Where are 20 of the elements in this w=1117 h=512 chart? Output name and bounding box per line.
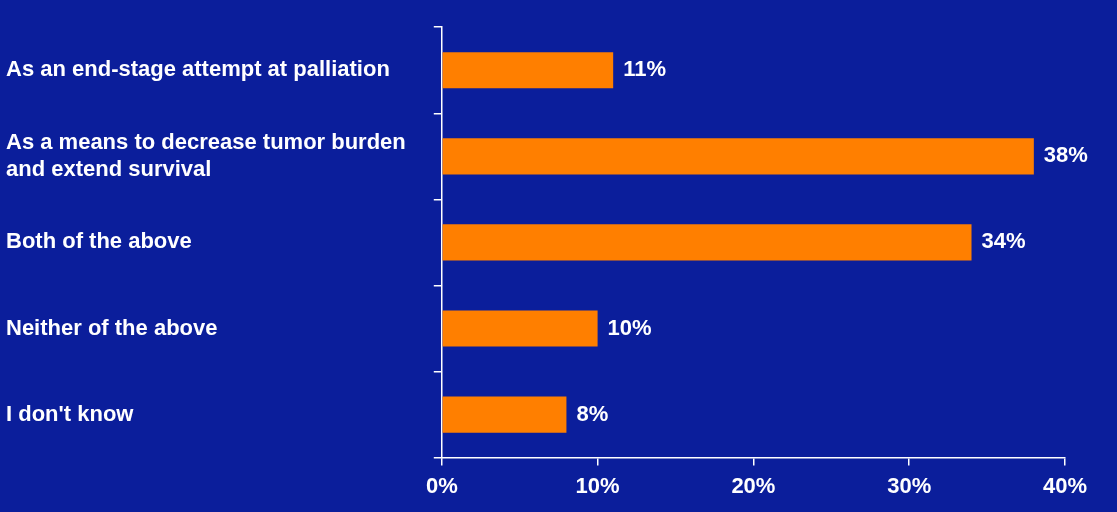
data-label: 10% (607, 314, 652, 340)
data-label: 34% (981, 228, 1026, 254)
data-label: 8% (576, 400, 609, 426)
x-tick-label: 0% (425, 472, 458, 498)
y-tick-label: Neither of the above (6, 314, 218, 340)
bar (442, 224, 972, 261)
y-tick-label: As a means to decrease tumor burden and extend survival (6, 129, 406, 181)
y-tick-label: Both of the above (6, 228, 192, 254)
x-tick-label: 30% (887, 472, 932, 498)
bar (442, 138, 1034, 175)
y-tick-label: As an end-stage attempt at palliation (6, 56, 390, 82)
bar (442, 52, 614, 89)
bar (442, 396, 567, 433)
x-tick-label: 10% (575, 472, 620, 498)
x-tick-label: 20% (731, 472, 776, 498)
bar (442, 310, 598, 347)
x-tick-label: 40% (1042, 472, 1088, 498)
data-label: 11% (623, 56, 666, 82)
y-tick-label: I don't know (6, 400, 135, 426)
data-label: 38% (1043, 142, 1088, 168)
